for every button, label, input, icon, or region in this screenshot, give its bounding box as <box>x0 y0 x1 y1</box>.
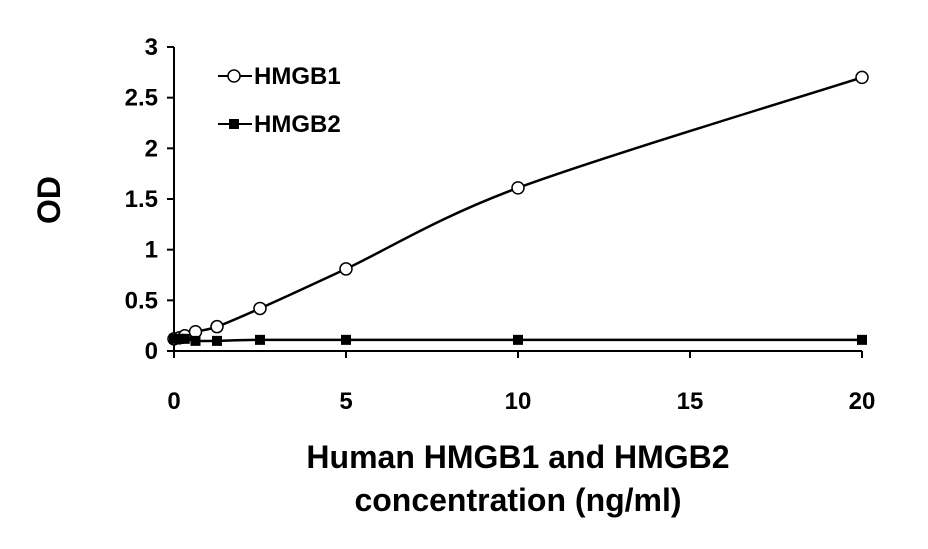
y-tick-label: 1.5 <box>125 186 158 213</box>
data-point-hmgb1 <box>855 70 869 85</box>
data-point-hmgb1 <box>339 262 353 276</box>
y-tick-label: 2 <box>145 135 158 162</box>
y-tick-label: 3 <box>145 34 158 61</box>
x-tick-label: 0 <box>167 388 180 415</box>
y-axis-ticks: 0 0.5 1 1.5 2 2.5 3 <box>125 34 174 365</box>
y-tick-label: 0 <box>145 338 158 365</box>
data-point-hmgb1 <box>511 181 525 195</box>
x-tick-label: 10 <box>505 388 532 415</box>
legend: HMGB1 HMGB2 <box>218 63 341 138</box>
data-point-hmgb2 <box>341 334 351 345</box>
x-tick-label: 20 <box>849 388 876 415</box>
data-point-hmgb2 <box>857 334 867 345</box>
legend-label-hmgb2: HMGB2 <box>254 111 341 138</box>
x-tick-label: 5 <box>339 388 352 415</box>
x-tick-label: 15 <box>677 388 704 415</box>
data-point-hmgb2 <box>255 334 265 345</box>
y-tick-label: 2.5 <box>125 85 158 112</box>
legend-label-hmgb1: HMGB1 <box>254 63 341 90</box>
x-axis-ticks: 0 5 10 15 20 <box>167 351 875 415</box>
data-point-hmgb1 <box>210 319 224 334</box>
series-layer <box>167 70 869 346</box>
data-point-hmgb2 <box>179 333 190 344</box>
y-axis-title: OD <box>31 176 67 224</box>
x-axis-title-line-2: concentration (ng/ml) <box>354 482 681 518</box>
series-hmgb2 <box>169 333 867 346</box>
data-point-hmgb1 <box>253 301 267 316</box>
legend-marker-hmgb2 <box>229 119 239 129</box>
y-tick-label: 1 <box>145 237 158 264</box>
data-point-hmgb2 <box>169 333 179 344</box>
legend-marker-hmgb1 <box>227 69 241 83</box>
x-axis-title-line-1: Human HMGB1 and HMGB2 <box>306 439 729 475</box>
data-point-hmgb2 <box>190 335 201 346</box>
data-point-hmgb2 <box>174 333 185 344</box>
y-tick-label: 0.5 <box>125 287 158 314</box>
legend-item-hmgb1: HMGB1 <box>218 63 341 90</box>
data-point-hmgb2 <box>212 335 222 346</box>
data-point-hmgb2 <box>513 334 523 345</box>
legend-item-hmgb2: HMGB2 <box>218 111 341 138</box>
